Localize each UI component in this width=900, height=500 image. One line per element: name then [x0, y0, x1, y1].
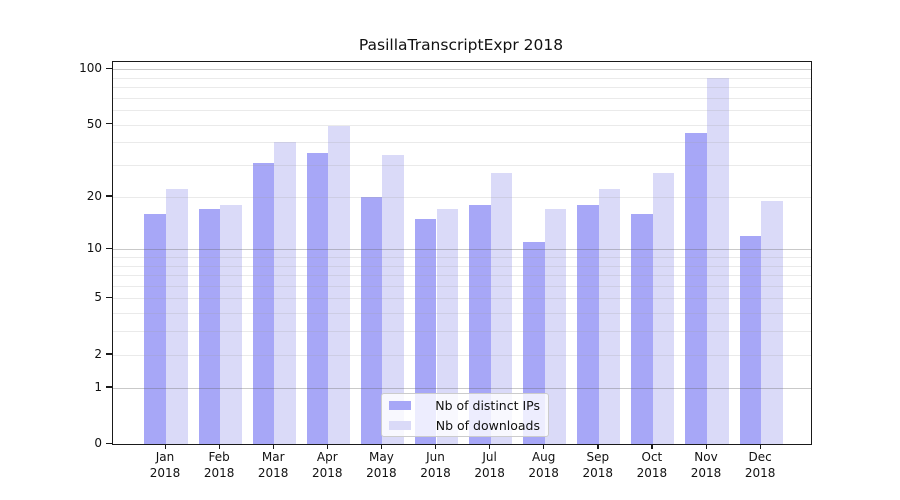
- gridline-60: [113, 110, 811, 112]
- x-tick-label-jun-2018: Jun 2018: [420, 450, 451, 480]
- legend-swatch-downloads: [389, 420, 411, 430]
- x-tick-label-jan-2018: Jan 2018: [149, 450, 181, 480]
- gridline-5: [113, 298, 811, 300]
- y-tick-label-10: 10: [86, 241, 102, 256]
- x-tick-nov-2018: [705, 444, 707, 450]
- bar-sep-2018-distinct-ips: [577, 204, 599, 444]
- bar-may-2018-downloads: [382, 155, 404, 444]
- plot-area: Nb of distinct IPs Nb of downloads: [112, 61, 812, 445]
- y-tick-50: [106, 123, 112, 125]
- gridline-50: [113, 124, 811, 126]
- x-tick-oct-2018: [651, 444, 653, 450]
- x-tick-jul-2018: [489, 444, 491, 450]
- bar-dec-2018-distinct-ips: [739, 235, 762, 444]
- gridline-4: [113, 313, 811, 315]
- y-tick-label-2: 2: [94, 346, 102, 361]
- bar-jan-2018-distinct-ips: [144, 213, 166, 444]
- gridline-90: [113, 77, 811, 79]
- x-tick-jun-2018: [435, 444, 437, 450]
- y-tick-label-20: 20: [86, 188, 102, 203]
- gridline-100: [113, 69, 811, 71]
- x-tick-may-2018: [380, 444, 383, 450]
- y-tick-label-5: 5: [94, 290, 102, 305]
- legend-item-distinct-ips: Nb of distinct IPs: [382, 397, 548, 413]
- legend-item-downloads: Nb of downloads: [382, 417, 548, 433]
- x-tick-label-nov-2018: Nov 2018: [690, 450, 722, 480]
- bar-sep-2018-downloads: [598, 189, 621, 444]
- bar-jul-2018-distinct-ips: [469, 204, 491, 444]
- legend-label-downloads: Nb of downloads: [435, 417, 540, 433]
- x-tick-label-sep-2018: Sep 2018: [582, 450, 614, 480]
- gridline-30: [113, 165, 811, 167]
- gridline-8: [113, 265, 811, 267]
- x-tick-label-may-2018: May 2018: [366, 450, 397, 480]
- gridline-70: [113, 97, 811, 99]
- gridline-10: [113, 249, 811, 251]
- y-tick-0: [106, 442, 112, 444]
- gridline-7: [113, 275, 811, 277]
- bar-feb-2018-downloads: [220, 204, 242, 444]
- gridline-3: [113, 331, 811, 333]
- bar-oct-2018-distinct-ips: [631, 213, 653, 444]
- x-tick-sep-2018: [597, 444, 599, 450]
- y-tick-20: [106, 195, 112, 197]
- x-tick-label-apr-2018: Apr 2018: [312, 450, 343, 480]
- y-tick-label-0: 0: [94, 436, 102, 450]
- x-tick-aug-2018: [543, 444, 545, 450]
- y-tick-1: [106, 386, 112, 388]
- gridline-1: [113, 387, 811, 389]
- bar-jun-2018-distinct-ips: [414, 218, 437, 444]
- bar-jan-2018-downloads: [166, 189, 188, 444]
- x-tick-jan-2018: [164, 444, 166, 450]
- gridline-9: [113, 257, 811, 258]
- bar-jun-2018-downloads: [436, 209, 459, 444]
- bar-jul-2018-downloads: [490, 173, 513, 444]
- chart-title: PasillaTranscriptExpr 2018: [358, 36, 564, 54]
- x-tick-dec-2018: [759, 444, 761, 450]
- x-tick-label-jul-2018: Jul 2018: [474, 450, 505, 480]
- x-tick-apr-2018: [326, 444, 329, 450]
- bar-may-2018-distinct-ips: [360, 196, 383, 444]
- gridline-2: [113, 354, 811, 356]
- y-tick-5: [106, 296, 112, 299]
- bar-nov-2018-distinct-ips: [685, 133, 707, 444]
- legend: Nb of distinct IPs Nb of downloads: [381, 393, 549, 437]
- bar-aug-2018-downloads: [544, 209, 567, 444]
- x-tick-label-oct-2018: Oct 2018: [636, 450, 668, 480]
- x-tick-feb-2018: [218, 444, 220, 450]
- y-tick-label-100: 100: [79, 61, 102, 76]
- bar-oct-2018-downloads: [652, 173, 675, 444]
- y-tick-2: [106, 353, 112, 355]
- bar-feb-2018-distinct-ips: [198, 209, 221, 444]
- x-tick-label-mar-2018: Mar 2018: [257, 450, 289, 480]
- y-tick-100: [106, 67, 112, 69]
- bar-dec-2018-downloads: [761, 200, 783, 444]
- gridline-40: [113, 142, 811, 144]
- x-tick-mar-2018: [272, 444, 274, 450]
- x-tick-label-aug-2018: Aug 2018: [528, 450, 559, 480]
- y-tick-10: [106, 247, 112, 250]
- legend-swatch-distinct-ips: [389, 400, 411, 410]
- bar-mar-2018-distinct-ips: [252, 162, 275, 444]
- y-tick-label-1: 1: [94, 379, 102, 394]
- bar-mar-2018-downloads: [274, 142, 296, 444]
- gridline-20: [113, 196, 811, 198]
- gridline-6: [113, 285, 811, 287]
- bar-apr-2018-distinct-ips: [306, 152, 329, 444]
- bar-nov-2018-downloads: [707, 77, 729, 444]
- x-tick-label-dec-2018: Dec 2018: [744, 450, 776, 480]
- bar-apr-2018-downloads: [328, 126, 350, 444]
- y-tick-label-50: 50: [86, 116, 102, 131]
- x-tick-label-feb-2018: Feb 2018: [203, 450, 235, 480]
- gridline-80: [113, 87, 811, 89]
- legend-label-distinct-ips: Nb of distinct IPs: [435, 397, 540, 413]
